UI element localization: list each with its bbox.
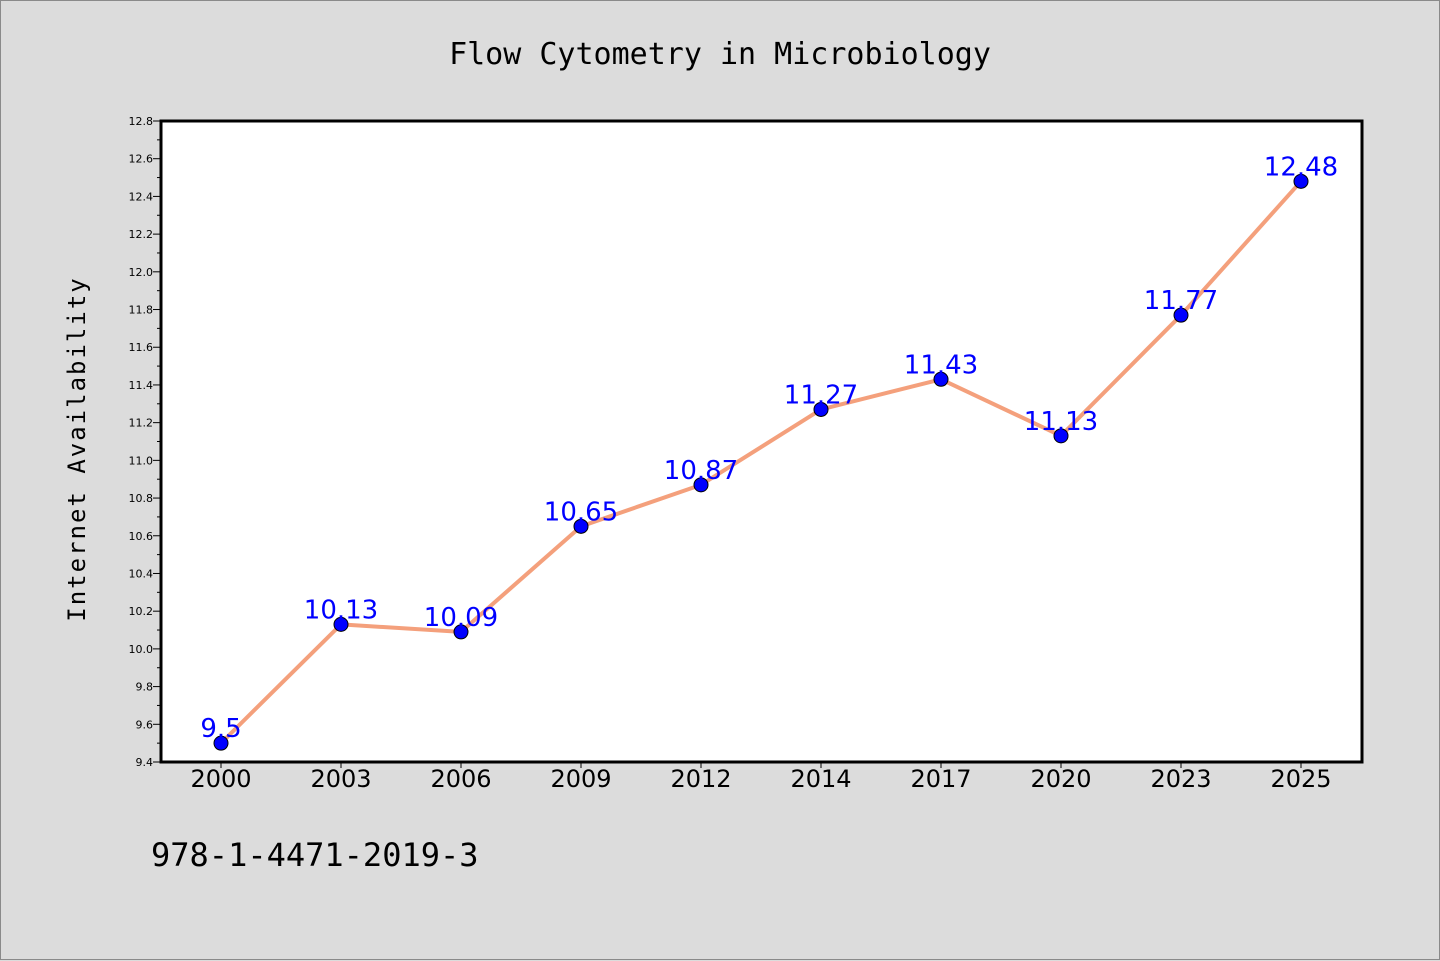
isbn-footer: 978-1-4471-2019-3 — [151, 836, 479, 874]
data-point — [573, 518, 589, 534]
data-point — [1173, 307, 1189, 323]
data-point — [1053, 428, 1069, 444]
y-tick-label: 10.4 — [129, 567, 154, 580]
data-label: 10.87 — [664, 456, 738, 486]
plot-area — [159, 119, 1364, 764]
data-label: 11.27 — [784, 380, 858, 410]
x-tick-label: 2020 — [1030, 765, 1091, 793]
series-line — [219, 179, 1303, 745]
x-axis-ticks: 2000 2003 2006 2009 2012 2014 2017 2020 2023 2025 — [190, 762, 1332, 793]
data-label: 11.43 — [904, 350, 978, 380]
y-tick-label: 10.2 — [129, 605, 154, 618]
data-labels-layer: 9.5 10.13 10.09 10.65 10.87 11.27 11.43 11.13 11… — [200, 152, 1338, 744]
x-tick-label: 2017 — [910, 765, 971, 793]
x-tick-label: 2023 — [1150, 765, 1211, 793]
y-tick-label: 10.6 — [129, 530, 154, 543]
chart-title: Flow Cytometry in Microbiology — [449, 37, 991, 72]
x-tick-label: 2025 — [1270, 765, 1331, 793]
x-tick-label: 2000 — [190, 765, 251, 793]
y-tick-label: 9.4 — [136, 756, 154, 769]
data-label: 10.65 — [544, 497, 618, 527]
y-tick-label: 11.8 — [129, 304, 154, 317]
data-label: 10.13 — [304, 595, 378, 625]
data-label: 9.5 — [200, 714, 241, 744]
y-tick-label: 11.0 — [129, 454, 154, 467]
y-axis-label: Internet Availability — [63, 276, 91, 621]
series-line-layer — [219, 179, 1303, 745]
x-tick-label: 2012 — [670, 765, 731, 793]
y-tick-label: 9.8 — [136, 681, 154, 694]
data-label: 12.48 — [1264, 152, 1338, 182]
x-tick-label: 2003 — [310, 765, 371, 793]
y-tick-label: 12.4 — [129, 190, 154, 203]
data-label: 11.77 — [1144, 286, 1218, 316]
y-tick-label: 11.2 — [129, 417, 154, 430]
y-tick-label: 12.2 — [129, 228, 154, 241]
x-tick-label: 2006 — [430, 765, 491, 793]
y-tick-label: 12.0 — [129, 266, 154, 279]
data-point — [213, 735, 229, 751]
data-label: 10.09 — [424, 603, 498, 633]
x-tick-label: 2014 — [790, 765, 851, 793]
y-tick-label: 10.8 — [129, 492, 154, 505]
data-point — [693, 477, 709, 493]
y-axis-ticks: 9.4 9.6 9.8 10.0 10.2 10.4 10.6 10.8 11.0 11.2 11.… — [129, 115, 161, 769]
y-tick-label: 12.6 — [129, 153, 154, 166]
data-point — [813, 401, 829, 417]
x-tick-label: 2009 — [550, 765, 611, 793]
y-tick-label: 9.6 — [136, 718, 154, 731]
data-label: 11.13 — [1024, 407, 1098, 437]
y-tick-label: 11.6 — [129, 341, 154, 354]
data-points-layer — [213, 173, 1309, 751]
data-point — [933, 371, 949, 387]
y-tick-label: 10.0 — [129, 643, 154, 656]
data-point — [1293, 173, 1309, 189]
data-point — [333, 616, 349, 632]
y-tick-label: 11.4 — [129, 379, 154, 392]
data-point — [453, 624, 469, 640]
y-tick-label: 12.8 — [129, 115, 154, 128]
